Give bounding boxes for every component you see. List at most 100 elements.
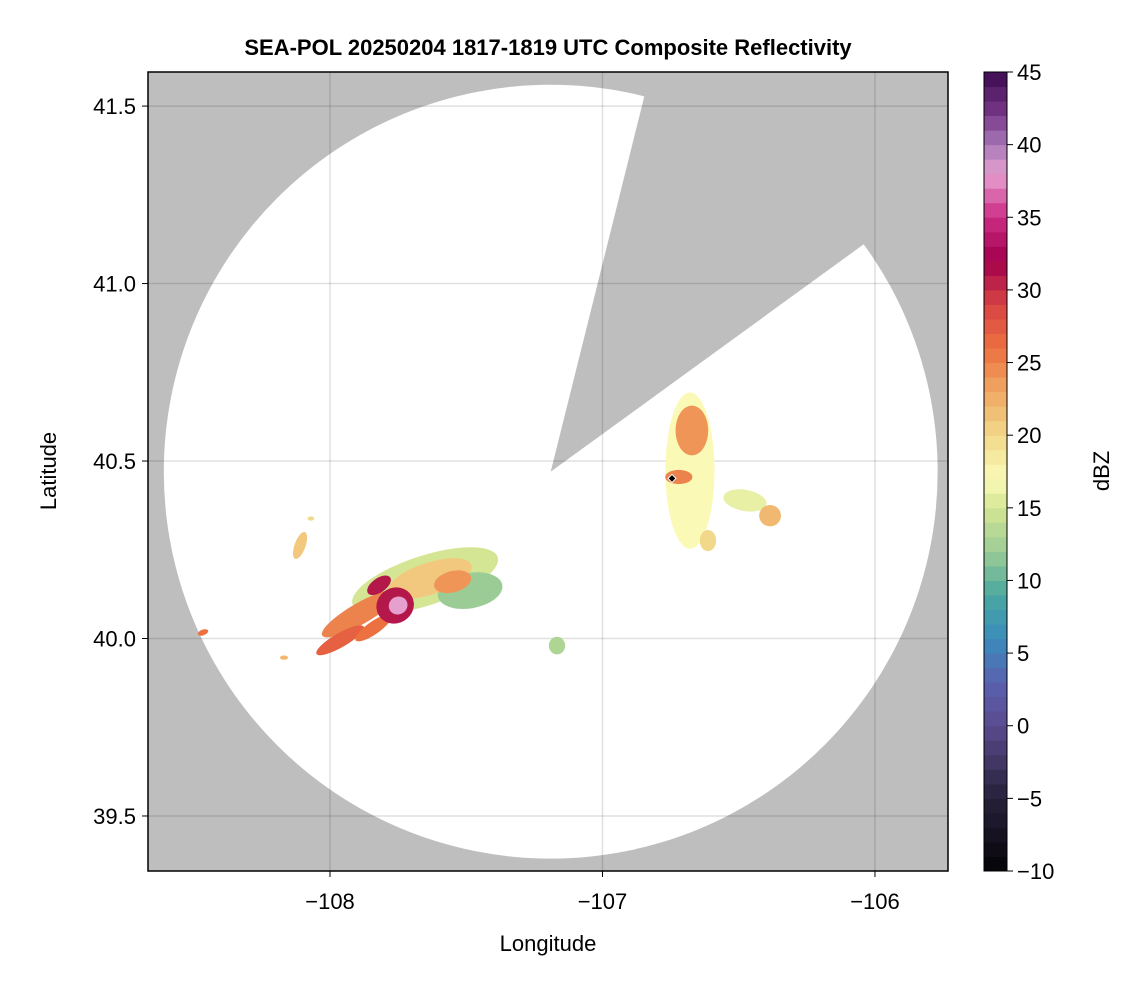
colorbar-bin [984, 333, 1007, 349]
colorbar-bin [984, 653, 1007, 669]
y-tick-label: 41.5 [93, 94, 136, 119]
colorbar-bin [984, 551, 1007, 567]
colorbar-bin [984, 260, 1007, 276]
reflectivity-echo [279, 655, 289, 660]
colorbar-bin [984, 101, 1007, 117]
colorbar-bin [984, 72, 1007, 88]
colorbar-bin [984, 565, 1007, 581]
colorbar-bin [984, 217, 1007, 233]
colorbar-bin [984, 130, 1007, 146]
colorbar-tick-label: 0 [1017, 714, 1029, 739]
location-marker [667, 473, 677, 484]
reflectivity-echo [367, 575, 391, 596]
x-tick-label: −106 [850, 889, 900, 914]
colorbar-bin [984, 420, 1007, 436]
reflectivity-echo [434, 570, 472, 594]
colorbar-bin [984, 304, 1007, 320]
y-axis-label: Latitude [36, 432, 61, 510]
colorbar-bin [984, 507, 1007, 523]
reflectivity-echo [548, 636, 566, 655]
colorbar-bin [984, 522, 1007, 538]
reflectivity-echo [307, 516, 315, 521]
colorbar-bin [984, 812, 1007, 828]
colorbar-bin [984, 638, 1007, 654]
colorbar-bin [984, 769, 1007, 785]
colorbar-tick-label: −10 [1017, 859, 1054, 884]
colorbar-tick-label: 35 [1017, 205, 1041, 230]
axes: −108 −107 −106 39.5 40.0 40.5 41.0 41.5 [93, 94, 900, 914]
y-tick-label: 39.5 [93, 804, 136, 829]
colorbar-bin [984, 493, 1007, 509]
colorbar-bin [984, 464, 1007, 480]
colorbar-bin [984, 391, 1007, 407]
colorbar-tick-label: 30 [1017, 278, 1041, 303]
reflectivity-echo [316, 625, 364, 656]
colorbar-bin [984, 856, 1007, 872]
colorbar-bin [984, 594, 1007, 611]
colorbar-bin [984, 682, 1007, 698]
reflectivity-echo [723, 489, 767, 512]
y-tick-label: 40.0 [93, 627, 136, 652]
reflectivity-echo [292, 532, 308, 559]
colorbar-label: dBZ [1089, 451, 1114, 491]
colorbar-bin [984, 362, 1007, 378]
colorbar-bin [984, 86, 1007, 102]
colorbar-frame [983, 71, 1008, 872]
plot-area [148, 72, 948, 871]
colorbar-tick-label: 20 [1017, 423, 1041, 448]
colorbar-bin [984, 188, 1007, 204]
colorbar-bin [984, 289, 1007, 305]
colorbar-bin [984, 609, 1007, 625]
colorbar-tick-label: 40 [1017, 133, 1041, 158]
colorbar-bin [984, 754, 1007, 770]
colorbar-bin [984, 115, 1007, 131]
colorbar-bin [984, 159, 1007, 175]
colorbar-bin [984, 449, 1007, 465]
reflectivity-echo [675, 405, 709, 456]
colorbar-bin [984, 246, 1007, 262]
colorbar-bin [984, 275, 1007, 291]
reflectivity-echo [759, 505, 781, 527]
y-tick-label: 41.0 [93, 272, 136, 297]
colorbar-tick-label: 5 [1017, 641, 1029, 666]
colorbar-bin [984, 624, 1007, 640]
colorbar-bin [984, 798, 1007, 814]
colorbar-tick-label: 10 [1017, 568, 1041, 593]
colorbar-bin [984, 740, 1007, 756]
colorbar-bin [984, 783, 1007, 799]
colorbar-tick-label: 25 [1017, 351, 1041, 376]
colorbar-bin [984, 667, 1007, 683]
colorbar-bin [984, 435, 1007, 451]
colorbar-bin [984, 827, 1007, 843]
plot-frame [147, 71, 949, 872]
colorbar-bin [984, 580, 1007, 596]
colorbar-tick-label: 15 [1017, 496, 1041, 521]
x-tick-label: −108 [305, 889, 355, 914]
colorbar-bin [984, 725, 1007, 741]
colorbar-bin [984, 318, 1007, 334]
colorbar-bin [984, 173, 1007, 189]
colorbar-bin [984, 231, 1007, 247]
colorbar-tick-label: −5 [1017, 786, 1042, 811]
colorbar-bin [984, 711, 1007, 727]
reflectivity-echo [699, 529, 717, 552]
beam-blockage-wedge [550, 72, 948, 472]
x-tick-label: −107 [578, 889, 628, 914]
reflectivity-echo [197, 629, 209, 636]
colorbar-bin [984, 478, 1007, 494]
x-axis-label: Longitude [500, 931, 597, 956]
colorbar-bin [984, 696, 1007, 712]
chart-title: SEA-POL 20250204 1817-1819 UTC Composite… [244, 35, 852, 60]
y-tick-label: 40.5 [93, 449, 136, 474]
colorbar: −10 −5 0 5 10 15 20 25 30 35 40 45 [983, 60, 1054, 884]
colorbar-bin [984, 202, 1007, 218]
colorbar-bin [984, 841, 1007, 857]
reflectivity-echo [388, 558, 472, 599]
colorbar-bin [984, 406, 1007, 422]
reflectivity-echo [388, 596, 408, 615]
colorbar-bin [984, 377, 1007, 393]
colorbar-bin [984, 536, 1007, 552]
colorbar-bin [984, 144, 1007, 160]
colorbar-bin [984, 348, 1007, 364]
